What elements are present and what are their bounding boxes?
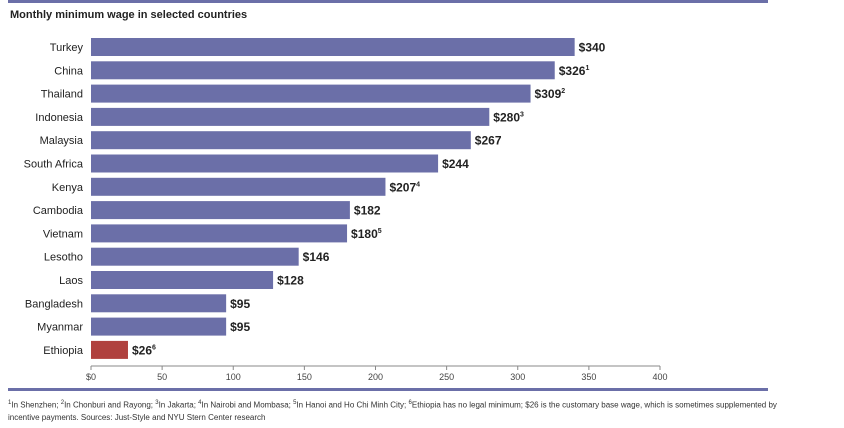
bar bbox=[91, 107, 490, 126]
x-tick-label: 250 bbox=[439, 372, 454, 382]
data-label: $266 bbox=[132, 343, 156, 357]
x-tick-label: 100 bbox=[226, 372, 241, 382]
bar bbox=[91, 154, 439, 173]
category-label: Kenya bbox=[52, 182, 84, 194]
footnote-mark: 4 bbox=[416, 181, 420, 188]
bar bbox=[91, 177, 386, 196]
data-label: $2074 bbox=[389, 180, 420, 194]
category-label: China bbox=[54, 65, 84, 77]
bar bbox=[91, 131, 471, 150]
footnote-text: Ethiopia has no legal minimum; $26 is th… bbox=[8, 400, 777, 422]
category-label: Ethiopia bbox=[43, 345, 84, 357]
footnote-mark: 6 bbox=[152, 344, 156, 351]
footnote-mark: 5 bbox=[378, 228, 382, 235]
x-tick-label: 400 bbox=[652, 372, 667, 382]
bar bbox=[91, 340, 128, 359]
x-tick-label: $0 bbox=[86, 372, 96, 382]
data-label: $340 bbox=[579, 41, 606, 55]
footnote-mark: 3 bbox=[520, 111, 524, 118]
footnote-text: In Jakarta; bbox=[158, 400, 199, 410]
data-label: $95 bbox=[230, 320, 250, 334]
footnote-mark: 1 bbox=[8, 400, 12, 406]
bar bbox=[91, 247, 299, 266]
data-label: $3092 bbox=[535, 87, 566, 101]
bar bbox=[91, 201, 350, 220]
footnote-mark: 2 bbox=[561, 88, 565, 95]
category-label: Turkey bbox=[50, 42, 84, 54]
category-label: Bangladesh bbox=[25, 298, 83, 310]
footnote-text: In Hanoi and Ho Chi Minh City; bbox=[296, 400, 409, 410]
category-label: Myanmar bbox=[37, 322, 83, 334]
footnote-mark: 1 bbox=[585, 65, 589, 72]
bar bbox=[91, 224, 348, 243]
bar bbox=[91, 61, 555, 80]
bar bbox=[91, 271, 274, 289]
bar bbox=[91, 38, 575, 56]
data-label: $244 bbox=[442, 157, 469, 171]
data-label: $1805 bbox=[351, 227, 382, 241]
bar bbox=[91, 84, 531, 103]
x-tick-label: 50 bbox=[157, 372, 167, 382]
bar-chart: Turkey $340 China $3261 Thailand $3092 Indones… bbox=[24, 38, 668, 382]
category-label: Vietnam bbox=[43, 228, 83, 240]
footnote-mark: 5 bbox=[293, 400, 297, 406]
footnote-mark: 2 bbox=[60, 400, 65, 406]
footnote-mark: 3 bbox=[155, 400, 159, 406]
footnote-text: In Nairobi and Mombasa; bbox=[201, 400, 294, 410]
category-label: Lesotho bbox=[44, 252, 83, 264]
data-label: $2803 bbox=[493, 110, 524, 124]
footnote-mark: 4 bbox=[198, 400, 202, 406]
x-tick-label: 150 bbox=[297, 372, 312, 382]
data-label: $182 bbox=[354, 204, 381, 218]
data-label: $128 bbox=[277, 274, 304, 288]
data-label: $95 bbox=[230, 297, 250, 311]
category-label: Laos bbox=[59, 275, 83, 287]
bar bbox=[91, 294, 227, 313]
top-rule bbox=[8, 0, 768, 3]
x-tick-label: 200 bbox=[368, 372, 383, 382]
footnote-text: In Shenzhen; bbox=[11, 400, 61, 410]
data-label: $267 bbox=[475, 134, 502, 148]
footnote-text: In Chonburi and Rayong; bbox=[64, 400, 156, 410]
chart-title: Monthly minimum wage in selected countri… bbox=[10, 9, 248, 21]
data-label: $146 bbox=[303, 250, 330, 264]
footnote: 1In Shenzhen; 2In Chonburi and Rayong; 3… bbox=[8, 397, 778, 424]
x-tick-label: 300 bbox=[510, 372, 525, 382]
bar bbox=[91, 317, 227, 336]
x-tick-label: 350 bbox=[581, 372, 596, 382]
category-label: Indonesia bbox=[35, 112, 84, 124]
category-label: South Africa bbox=[24, 159, 84, 171]
category-label: Thailand bbox=[41, 89, 83, 101]
category-label: Cambodia bbox=[33, 205, 84, 217]
footnote-mark: 6 bbox=[408, 400, 412, 406]
data-label: $3261 bbox=[559, 64, 590, 78]
category-label: Malaysia bbox=[40, 135, 84, 147]
bottom-rule bbox=[8, 388, 768, 391]
